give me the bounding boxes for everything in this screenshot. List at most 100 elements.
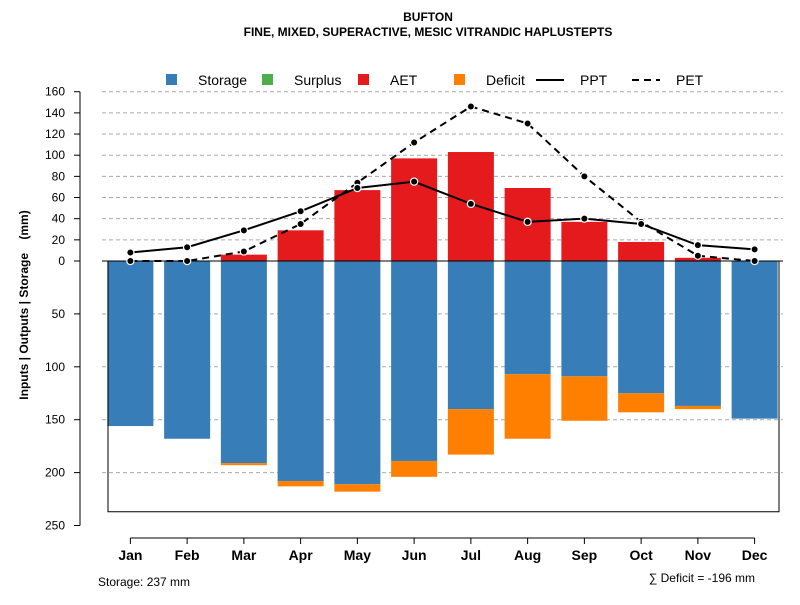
y-tick-label: 50 <box>52 307 66 321</box>
deficit-bar <box>561 376 608 421</box>
pet-point <box>580 172 589 181</box>
y-tick-label: 120 <box>45 127 65 141</box>
y-tick-label: 60 <box>52 191 66 205</box>
plot-frame <box>102 260 783 513</box>
ppt-point <box>353 183 362 193</box>
deficit-bar <box>618 393 665 413</box>
pet-point <box>523 119 532 128</box>
x-tick-label: Apr <box>289 547 314 563</box>
x-tick-label: Sep <box>572 547 598 563</box>
deficit-bar <box>447 409 494 455</box>
aet-bar <box>277 230 324 261</box>
y-axis: 0 20 40 60 80 100 120 140 160 50 100 150 200 250 <box>45 85 81 533</box>
y-tick-label: 140 <box>45 106 65 120</box>
deficit-bar <box>504 374 551 439</box>
storage-bar <box>391 261 438 461</box>
legend-label: Deficit <box>486 72 525 88</box>
storage-footnote: Storage: 237 mm <box>98 575 190 589</box>
deficit-footnote: ∑ Deficit = -196 mm <box>649 571 755 585</box>
legend-label: Surplus <box>294 72 341 88</box>
y-axis-label: Inputs | Outputs | Storage (mm) <box>17 210 31 399</box>
ppt-point <box>523 217 532 227</box>
deficit-bar <box>391 460 438 477</box>
pet-point <box>693 251 703 260</box>
chart-subtitle: FINE, MIXED, SUPERACTIVE, MESIC VITRANDI… <box>244 25 613 39</box>
aet-bar <box>391 158 438 261</box>
legend-label: AET <box>390 72 418 88</box>
x-tick-label: Oct <box>629 547 653 563</box>
y-tick-label: 100 <box>45 360 65 374</box>
bars <box>107 152 778 492</box>
legend-swatch <box>166 74 177 85</box>
x-tick-label: Jun <box>402 547 427 563</box>
x-tick-label: Nov <box>685 547 712 563</box>
x-tick-label: Mar <box>231 547 256 563</box>
storage-capacity-outline <box>107 261 780 513</box>
aet-bar <box>561 221 608 261</box>
legend-swatch <box>454 74 465 85</box>
y-tick-label: 200 <box>45 466 65 480</box>
x-axis: Jan Feb Mar Apr May Jun Jul Aug Sep Oct Nov Dec <box>118 537 768 563</box>
legend-label: Storage <box>198 72 247 88</box>
ppt-point <box>182 243 192 252</box>
y-tick-label: 250 <box>45 519 65 533</box>
legend-swatch <box>262 74 273 85</box>
ppt-point <box>636 219 646 229</box>
pet-point <box>126 256 135 266</box>
deficit-bar <box>674 405 721 410</box>
deficit-bar <box>334 484 381 492</box>
pet-line <box>130 105 755 262</box>
pet-point <box>466 102 476 111</box>
y-tick-label: 160 <box>45 85 65 99</box>
ppt-point <box>693 240 703 250</box>
storage-bar <box>277 261 324 482</box>
pet-point <box>182 256 192 266</box>
storage-bar <box>447 261 494 410</box>
ppt-point <box>750 245 759 254</box>
pet-point <box>750 256 759 266</box>
deficit-bar <box>277 481 324 487</box>
ppt-point <box>126 248 135 257</box>
y-tick-label: 80 <box>52 169 66 183</box>
legend-label: PPT <box>580 72 608 88</box>
x-tick-label: Aug <box>514 547 541 563</box>
x-tick-label: Jan <box>118 547 142 563</box>
y-tick-label: 100 <box>45 148 65 162</box>
x-tick-label: May <box>344 547 371 563</box>
ppt-line <box>130 180 755 254</box>
ppt-point <box>580 214 589 223</box>
y-tick-label: 20 <box>52 233 66 247</box>
deficit-bar <box>220 463 267 466</box>
storage-bar <box>731 261 778 419</box>
pet-point <box>239 247 249 256</box>
storage-bar <box>618 261 665 394</box>
legend-swatch <box>358 74 369 85</box>
storage-bar <box>334 261 381 485</box>
pet-point <box>296 219 305 229</box>
y-tick-label: 0 <box>58 254 65 268</box>
ppt-point <box>296 207 305 216</box>
storage-bar <box>674 261 721 406</box>
storage-bar <box>504 261 551 375</box>
x-tick-label: Feb <box>175 547 200 563</box>
x-tick-label: Jul <box>461 547 481 563</box>
aet-bar <box>618 241 665 261</box>
legend: Storage Surplus AET Deficit PPT PET <box>166 72 704 88</box>
aet-bar <box>220 254 267 261</box>
y-tick-label: 150 <box>45 413 65 427</box>
storage-bar <box>164 261 211 439</box>
chart-title: BUFTON <box>403 10 453 24</box>
x-tick-label: Dec <box>742 547 768 563</box>
storage-bar <box>220 261 267 464</box>
y-tick-label: 40 <box>52 212 66 226</box>
lines <box>126 102 759 266</box>
ppt-point <box>409 177 419 186</box>
legend-label: PET <box>676 72 704 88</box>
aet-bar <box>334 190 381 261</box>
ppt-point <box>239 226 249 235</box>
storage-bar <box>107 261 154 427</box>
storage-bar <box>561 261 608 377</box>
pet-point <box>409 138 419 147</box>
ppt-point <box>466 199 476 209</box>
